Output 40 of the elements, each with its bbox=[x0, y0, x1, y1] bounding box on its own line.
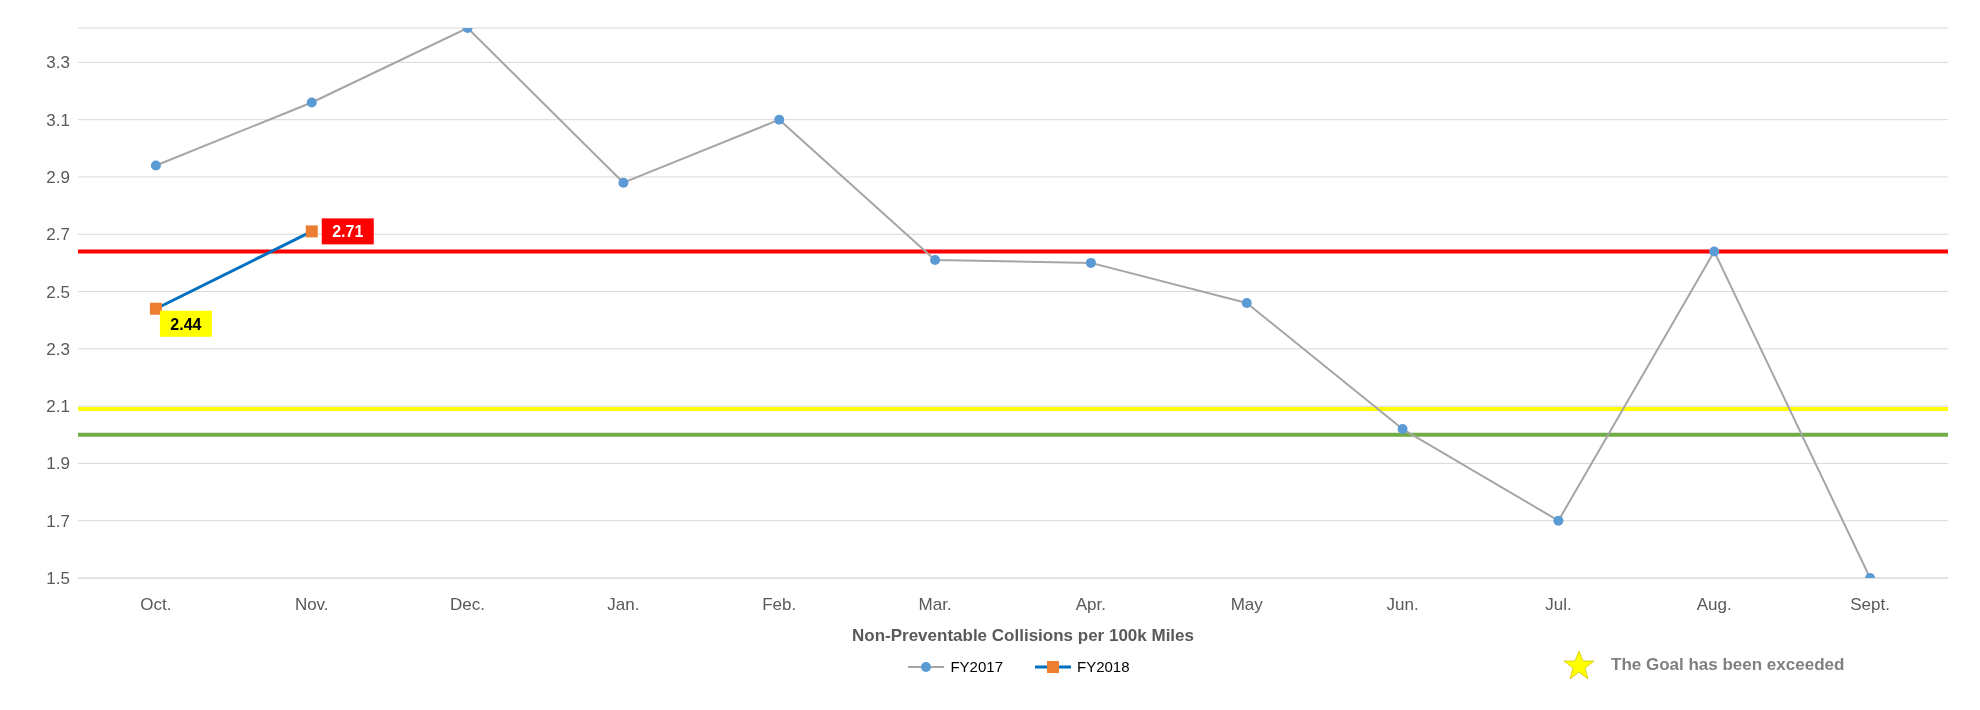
y-tick-label: 3.1 bbox=[46, 110, 70, 130]
y-tick-label: 2.7 bbox=[46, 225, 70, 245]
point bbox=[1709, 246, 1720, 257]
y-tick-label: 3.3 bbox=[46, 53, 70, 73]
x-tick-label: Jun. bbox=[1386, 595, 1419, 615]
x-tick-label: Nov. bbox=[294, 595, 329, 615]
x-axis-title: Non-Preventable Collisions per 100k Miles bbox=[851, 626, 1195, 646]
x-tick-label: Jan. bbox=[607, 595, 640, 615]
y-tick-label: 2.1 bbox=[46, 397, 70, 417]
point bbox=[1553, 515, 1564, 526]
point bbox=[305, 225, 318, 238]
legend-label: FY2017 bbox=[950, 658, 1003, 675]
x-tick-label: Jul. bbox=[1545, 595, 1572, 615]
y-tick-label: 1.7 bbox=[46, 511, 70, 531]
y-tick-label: 2.5 bbox=[46, 282, 70, 302]
y-tick-label: 2.9 bbox=[46, 167, 70, 187]
point bbox=[1085, 257, 1096, 268]
text: The Goal has been exceeded bbox=[1611, 655, 1845, 675]
y-tick-label: 1.9 bbox=[46, 454, 70, 474]
x-tick-label: Aug. bbox=[1696, 595, 1732, 615]
point bbox=[150, 160, 161, 171]
legend-label: FY2018 bbox=[1077, 658, 1130, 675]
point bbox=[774, 114, 785, 125]
data-label: 2.44 bbox=[170, 315, 202, 333]
y-tick-label: 2.3 bbox=[46, 339, 70, 359]
x-tick-label: Feb. bbox=[762, 595, 797, 615]
x-tick-label: Oct. bbox=[140, 595, 172, 615]
point bbox=[618, 177, 629, 188]
point bbox=[1397, 424, 1408, 435]
x-tick-label: Mar. bbox=[918, 595, 952, 615]
x-tick-label: Apr. bbox=[1075, 595, 1107, 615]
x-tick-label: May bbox=[1230, 595, 1264, 615]
point bbox=[930, 255, 941, 266]
point bbox=[306, 97, 317, 108]
x-tick-label: Dec. bbox=[450, 595, 486, 615]
data-label: 2.71 bbox=[332, 223, 364, 241]
point bbox=[149, 302, 162, 315]
y-tick-label: 1.5 bbox=[46, 569, 70, 589]
point bbox=[1241, 298, 1252, 308]
x-tick-label: Sept. bbox=[1850, 595, 1890, 615]
